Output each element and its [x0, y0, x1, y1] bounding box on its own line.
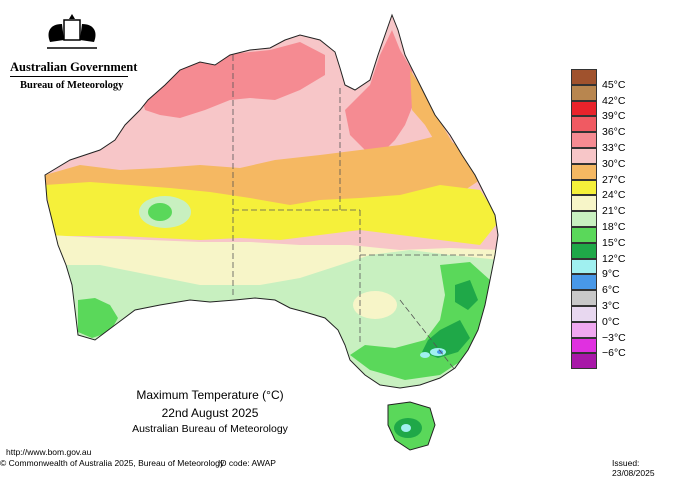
legend-label: 3°C	[602, 300, 620, 312]
mainland-coastline	[44, 13, 499, 389]
legend-swatch	[571, 179, 597, 196]
legend-label: −6°C	[602, 347, 626, 360]
legend-swatch	[571, 274, 597, 291]
legend-swatch	[571, 337, 597, 354]
legend-label: 6°C	[602, 284, 620, 297]
header-rule	[10, 76, 128, 77]
legend-label: 45°C	[602, 78, 626, 91]
footer-url[interactable]: http://www.bom.gov.au	[6, 447, 92, 457]
legend-label: 21°C	[602, 205, 626, 218]
legend-label: 12°C	[602, 252, 626, 265]
legend-swatch	[571, 132, 597, 148]
legend-label: 24°C	[602, 189, 626, 202]
legend-swatch	[571, 242, 597, 259]
footer-id-code: ID code: AWAP	[218, 458, 276, 468]
legend-label: 15°C	[602, 236, 626, 249]
government-title: Australian Government	[10, 60, 138, 74]
temperature-map	[44, 13, 499, 451]
tasmania-coastline	[387, 401, 436, 451]
legend-swatch	[571, 258, 597, 275]
legend-label: −3°C	[602, 331, 626, 344]
legend-label: 27°C	[602, 173, 626, 186]
legend-swatch	[571, 84, 597, 101]
legend-swatch	[571, 226, 597, 243]
temperature-legend	[571, 69, 597, 370]
legend-label: 42°C	[602, 94, 626, 107]
legend-swatch	[571, 100, 597, 117]
legend-label: 18°C	[602, 221, 626, 233]
legend-label: 9°C	[602, 268, 620, 281]
map-title: Maximum Temperature (°C)	[136, 388, 284, 402]
legend-label: 30°C	[602, 157, 626, 170]
legend-swatch	[571, 163, 597, 180]
legend-swatch	[571, 305, 597, 322]
legend-swatch	[571, 321, 597, 338]
legend-swatch	[571, 290, 597, 306]
legend-swatch	[571, 211, 597, 227]
coat-of-arms-logo	[47, 14, 97, 49]
footer-issued: Issued: 23/08/2025	[612, 458, 655, 478]
state-borders	[232, 55, 495, 371]
legend-swatch	[571, 353, 597, 370]
legend-swatch	[571, 147, 597, 164]
legend-label: 0°C	[602, 315, 620, 328]
legend-label: 33°C	[602, 142, 626, 154]
map-date: 22nd August 2025	[161, 406, 259, 420]
legend-label: 39°C	[602, 110, 626, 123]
map-source: Australian Bureau of Meteorology	[132, 423, 288, 435]
legend-label: 36°C	[602, 126, 626, 139]
legend-swatch	[571, 116, 597, 133]
footer-copyright: © Commonwealth of Australia 2025, Bureau…	[0, 458, 225, 468]
legend-swatch	[571, 69, 597, 85]
legend-swatch	[571, 195, 597, 212]
agency-name: Bureau of Meteorology	[20, 80, 124, 91]
